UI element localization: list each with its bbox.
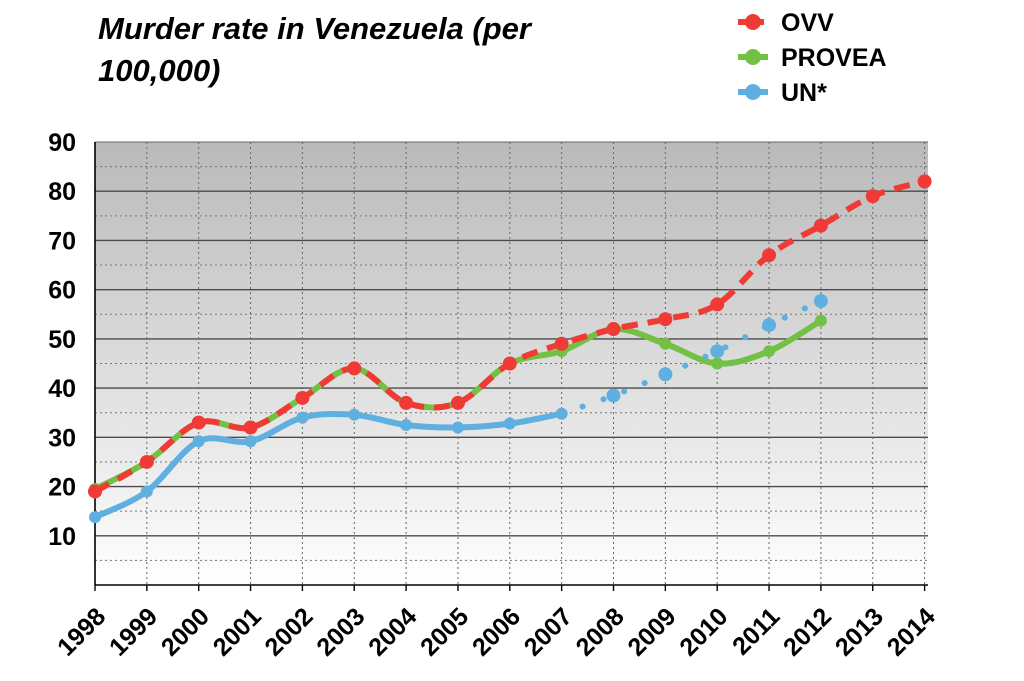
x-tick-label: 2009 bbox=[622, 602, 681, 661]
un-point bbox=[192, 435, 205, 448]
y-tick-label: 90 bbox=[48, 129, 76, 157]
x-tick-label: 1999 bbox=[104, 602, 163, 661]
x-tick-label: 2010 bbox=[674, 602, 733, 661]
un-point bbox=[606, 388, 621, 403]
y-tick-label: 20 bbox=[48, 474, 76, 502]
un-point bbox=[89, 511, 101, 524]
un-point bbox=[813, 293, 828, 308]
chart-title: Murder rate in Venezuela (per 100,000) bbox=[98, 11, 531, 88]
x-tick-label: 2005 bbox=[415, 602, 474, 661]
provea-point bbox=[763, 345, 776, 358]
ovv-point bbox=[554, 336, 569, 351]
y-tick-label: 60 bbox=[48, 277, 76, 305]
x-tick-label: 2001 bbox=[208, 602, 267, 661]
y-tick-label: 70 bbox=[48, 227, 76, 255]
ovv-point bbox=[191, 415, 206, 430]
ovv-point bbox=[399, 395, 414, 410]
legend: OVV PROVEA UN* bbox=[738, 9, 887, 107]
y-tick-label: 10 bbox=[48, 523, 76, 551]
un-point bbox=[658, 367, 673, 382]
y-tick-labels: 10 20 30 40 50 60 70 80 90 bbox=[48, 129, 76, 551]
y-tick-label: 30 bbox=[48, 424, 76, 452]
ovv-point bbox=[865, 189, 880, 204]
legend-marker-provea bbox=[745, 49, 761, 65]
legend-marker-un bbox=[745, 84, 761, 100]
provea-point bbox=[814, 314, 827, 327]
un-point bbox=[710, 344, 725, 359]
x-tick-label: 2008 bbox=[571, 602, 630, 661]
un-point bbox=[451, 421, 464, 434]
un-point bbox=[140, 485, 153, 498]
ovv-point bbox=[606, 322, 621, 337]
ovv-point bbox=[450, 395, 465, 410]
provea-point bbox=[659, 337, 672, 350]
ovv-point bbox=[88, 484, 102, 499]
x-tick-label: 2014 bbox=[882, 602, 941, 661]
provea-point bbox=[711, 357, 724, 370]
ovv-point bbox=[658, 312, 673, 327]
un-point bbox=[555, 407, 568, 420]
un-point bbox=[244, 435, 257, 448]
series bbox=[88, 174, 932, 524]
y-tick-label: 50 bbox=[48, 326, 76, 354]
ovv-point bbox=[813, 218, 828, 233]
legend-label-ovv: OVV bbox=[781, 9, 834, 37]
ovv-point bbox=[295, 390, 310, 405]
un-point bbox=[296, 411, 309, 424]
x-tick-label: 2002 bbox=[260, 602, 319, 661]
ovv-point bbox=[139, 454, 154, 469]
x-tick-label: 1998 bbox=[52, 602, 111, 661]
ovv-point bbox=[762, 248, 777, 263]
un-point bbox=[400, 419, 413, 432]
x-tick-label: 2000 bbox=[156, 602, 215, 661]
un-point bbox=[503, 417, 516, 430]
y-tick-label: 80 bbox=[48, 178, 76, 206]
un-point bbox=[348, 408, 361, 421]
x-tick-label: 2003 bbox=[311, 602, 370, 661]
legend-label-provea: PROVEA bbox=[781, 44, 887, 72]
x-tick-label: 2011 bbox=[727, 602, 785, 660]
un-point bbox=[762, 318, 777, 333]
x-tick-label: 2006 bbox=[467, 602, 526, 661]
ovv-point bbox=[347, 361, 362, 376]
x-tick-label: 2004 bbox=[363, 602, 422, 661]
y-tick-label: 40 bbox=[48, 375, 76, 403]
x-tick-label: 2012 bbox=[778, 602, 837, 661]
ovv-point bbox=[917, 174, 932, 189]
x-tick-labels: 1998199920002001200220032004200520062007… bbox=[52, 602, 941, 661]
un-line bbox=[92, 410, 565, 521]
ovv-point bbox=[710, 297, 725, 312]
x-tick-label: 2007 bbox=[519, 602, 578, 661]
legend-marker-ovv bbox=[745, 14, 761, 30]
x-tick-label: 2013 bbox=[830, 602, 889, 661]
grid-lines bbox=[95, 141, 928, 585]
ovv-point bbox=[243, 420, 258, 435]
ovv-point bbox=[502, 356, 517, 371]
legend-label-un: UN* bbox=[781, 79, 827, 107]
